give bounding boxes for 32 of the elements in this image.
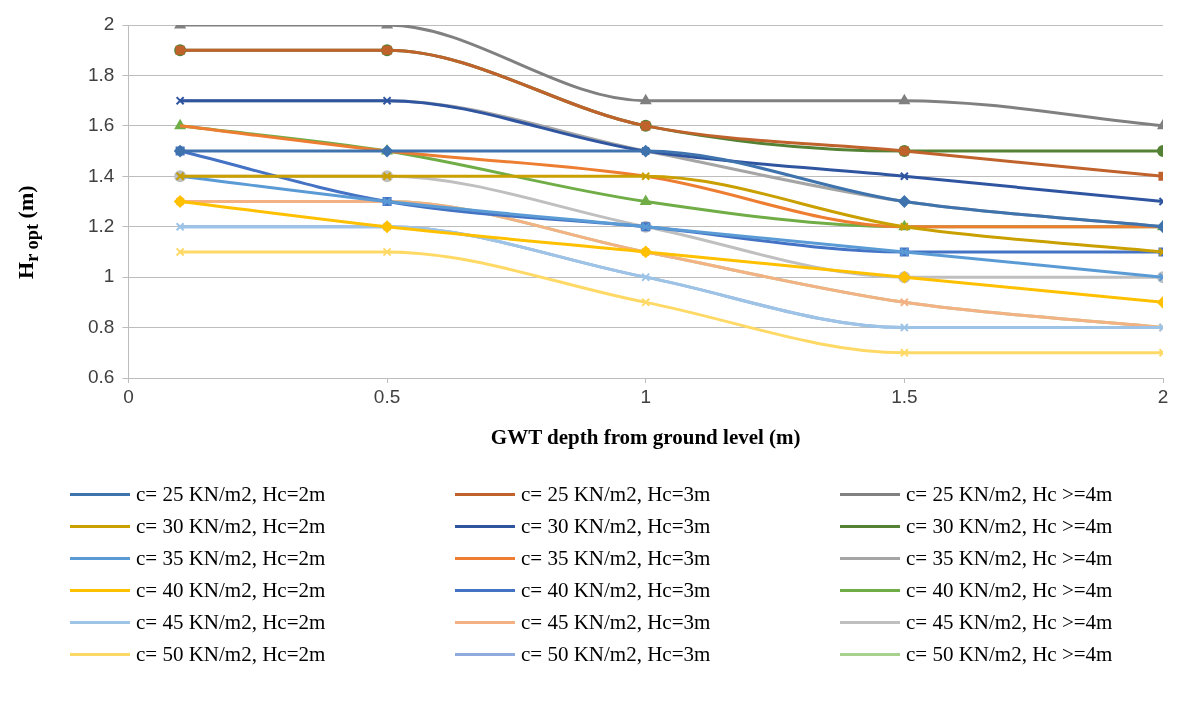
x-tick-label: 2: [1157, 385, 1169, 407]
x-tick-label: 1: [640, 385, 651, 407]
y-tick-label: 1.4: [87, 164, 115, 186]
y-tick-label: 1.6: [87, 114, 115, 136]
x-tick-label: 0.5: [373, 385, 401, 407]
legend-label: c= 40 KN/m2, Hc=2m: [136, 578, 326, 603]
legend-label: c= 50 KN/m2, Hc=3m: [521, 642, 711, 667]
legend-label: c= 50 KN/m2, Hc=2m: [136, 642, 326, 667]
legend-label: c= 25 KN/m2, Hc >=4m: [906, 482, 1113, 507]
y-tick-label: 2: [103, 13, 115, 35]
legend-label: c= 25 KN/m2, Hc=2m: [136, 482, 326, 507]
x-axis-title: GWT depth from ground level (m): [490, 424, 801, 449]
legend-label: c= 25 KN/m2, Hc=3m: [521, 482, 711, 507]
x-tick-label: 0: [123, 385, 134, 407]
legend-label: c= 30 KN/m2, Hc >=4m: [906, 514, 1113, 539]
legend-label: c= 40 KN/m2, Hc >=4m: [906, 578, 1113, 603]
legend-label: c= 45 KN/m2, Hc=3m: [521, 610, 711, 635]
legend-label: c= 40 KN/m2, Hc=3m: [521, 578, 711, 603]
y-tick-label: 1.2: [87, 214, 115, 236]
legend-label: c= 45 KN/m2, Hc >=4m: [906, 610, 1113, 635]
x-tick-label: 1.5: [891, 385, 918, 407]
legend-label: c= 35 KN/m2, Hc=3m: [521, 546, 711, 571]
y-tick-label: 1.8: [87, 63, 115, 85]
y-tick-label: 0.6: [87, 366, 115, 388]
y-tick-label: 1: [103, 265, 115, 287]
legend-label: c= 30 KN/m2, Hc=2m: [136, 514, 326, 539]
legend-label: c= 35 KN/m2, Hc=2m: [136, 546, 326, 571]
legend-label: c= 45 KN/m2, Hc=2m: [136, 610, 326, 635]
legend-label: c= 35 KN/m2, Hc >=4m: [906, 546, 1113, 571]
legend-label: c= 30 KN/m2, Hc=3m: [521, 514, 711, 539]
legend-label: c= 50 KN/m2, Hc >=4m: [906, 642, 1113, 667]
y-tick-label: 0.8: [87, 315, 115, 337]
